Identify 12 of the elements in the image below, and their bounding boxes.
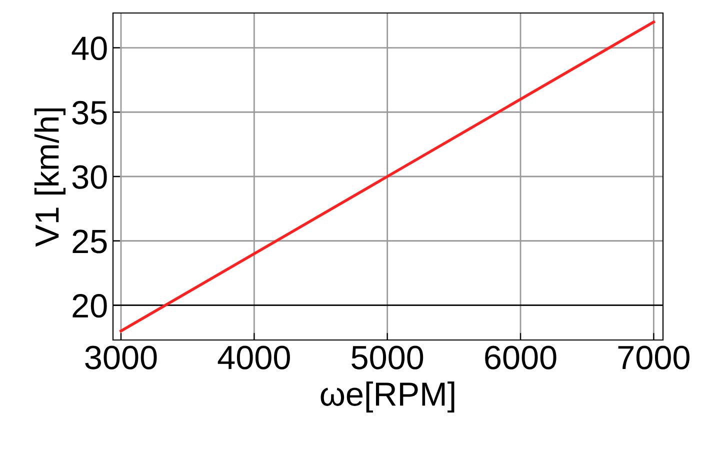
x-tick-label: 3000	[85, 346, 157, 370]
y-axis-title: V1 [km/h]	[34, 108, 66, 247]
y-tick-label: 35	[72, 100, 107, 125]
y-tick-label: 20	[72, 294, 107, 318]
y-tick-label: 30	[72, 165, 107, 189]
y-tick-label: 40	[72, 36, 107, 60]
x-tick-label: 4000	[218, 346, 290, 370]
x-tick-label: 7000	[618, 346, 690, 370]
x-axis-title: ωe[RPM]	[320, 381, 454, 413]
x-tick-label: 5000	[352, 346, 424, 370]
x-tick-label: 6000	[485, 346, 556, 370]
y-tick-label: 25	[72, 230, 107, 254]
